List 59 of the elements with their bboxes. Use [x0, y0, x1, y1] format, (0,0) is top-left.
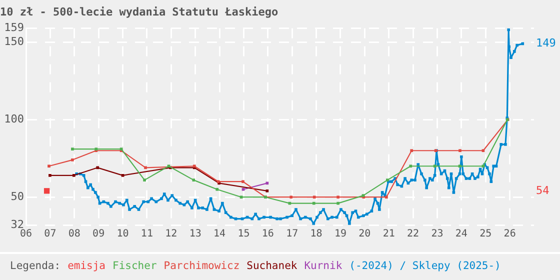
point — [458, 164, 462, 168]
x-tick-label: 15 — [238, 228, 250, 240]
point — [409, 164, 412, 168]
point — [240, 196, 243, 199]
text: Parchimowicz — [164, 260, 240, 272]
y-tick-label: 100 — [4, 112, 24, 126]
x-tick-label: 13 — [189, 228, 202, 240]
x-tick-label: 10 — [116, 228, 129, 240]
x-tick-label: 06 — [20, 228, 32, 240]
point — [266, 182, 269, 185]
text: emisja — [68, 260, 106, 272]
point — [336, 196, 340, 199]
x-tick-label: 22 — [407, 228, 420, 240]
text: Fischer — [112, 260, 157, 272]
x-tick-label: 08 — [68, 228, 80, 240]
x-tick-label: 16 — [262, 228, 274, 240]
y2-tick-label: 149 — [536, 36, 556, 50]
y2-tick-label: 54 — [536, 184, 550, 197]
x-tick-label: 20 — [358, 228, 371, 240]
y-tick-label: 50 — [10, 190, 24, 203]
x-tick-label: 11 — [140, 228, 153, 240]
point — [72, 174, 76, 177]
x-tick-label: 14 — [214, 228, 226, 240]
text: (-2024) / Sklepy (2025-) — [349, 260, 501, 272]
text: Kurnik — [304, 260, 342, 272]
x-tick-label: 23 — [431, 228, 444, 240]
point — [433, 164, 436, 168]
point — [290, 196, 293, 199]
point — [96, 166, 100, 170]
point — [216, 188, 219, 191]
point — [144, 166, 147, 170]
x-tick-label: 18 — [310, 228, 322, 240]
x-tick-label: 26 — [504, 228, 516, 240]
point — [482, 149, 485, 152]
x-tick-label: 07 — [44, 228, 56, 240]
x-tick-label: 24 — [455, 228, 468, 240]
point — [242, 188, 245, 191]
text: Suchanek — [246, 260, 298, 272]
x-tick-label: 21 — [382, 228, 395, 240]
point — [192, 178, 196, 182]
point — [458, 149, 462, 152]
legend-title: Legenda: — [10, 260, 61, 272]
point — [242, 180, 244, 184]
x-tick-label: 25 — [480, 228, 492, 240]
x-tick-label: 17 — [286, 228, 298, 240]
x-tick-label: 12 — [165, 228, 178, 240]
x-tick-label: 09 — [92, 228, 105, 240]
point — [312, 202, 316, 205]
x-tick-label: 19 — [334, 228, 346, 240]
y-tick-label: 159 — [4, 21, 24, 34]
point — [336, 202, 340, 205]
point — [312, 196, 316, 199]
point — [266, 189, 269, 192]
y-tick-label: 150 — [4, 35, 24, 48]
point — [410, 149, 414, 152]
point — [48, 164, 50, 168]
point — [121, 174, 124, 177]
point — [44, 188, 50, 194]
chart-title: 10 zł - 500-lecie wydania Statutu Łaskiego — [0, 5, 279, 18]
